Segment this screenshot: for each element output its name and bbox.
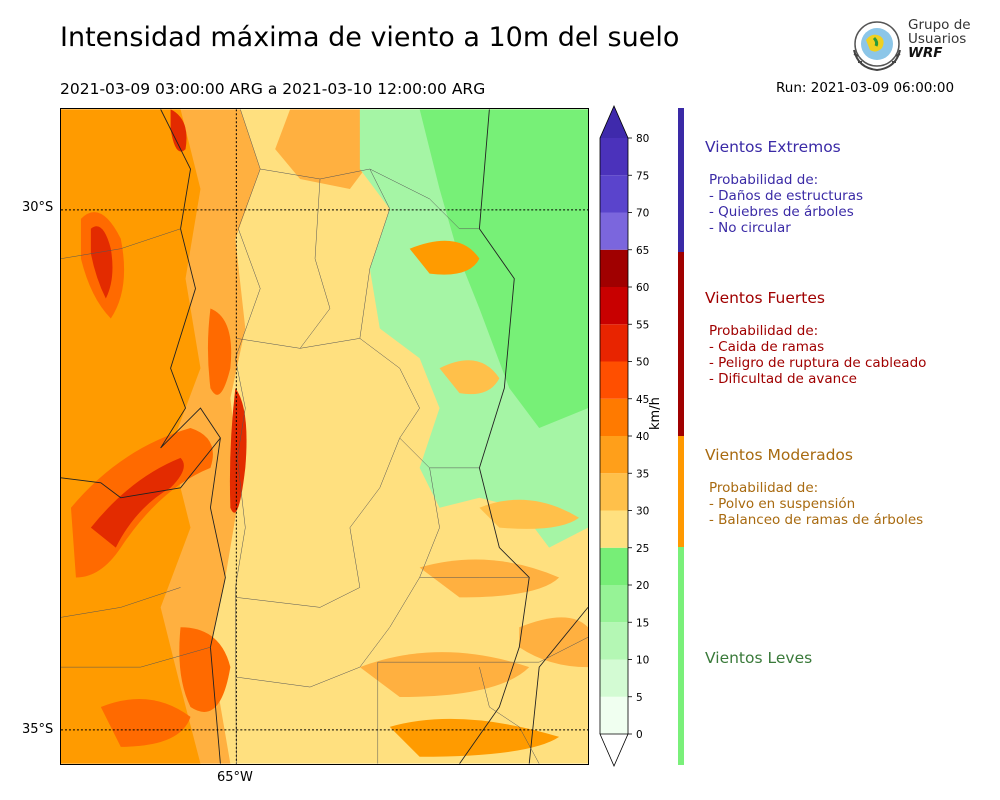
colorbar-tick-label: 35 — [636, 468, 649, 480]
field-red-streak-5 — [179, 627, 231, 712]
legend-title-extremos: Vientos Extremos — [705, 138, 841, 156]
colorbar-bin — [600, 659, 628, 697]
legend-line: Probabilidad de: — [709, 323, 819, 339]
field-red-streak-6 — [100, 699, 191, 747]
colorbar-bin — [600, 398, 628, 436]
logo-text-line2: Usuarios — [908, 31, 967, 47]
colorbar-unit: km/h — [648, 397, 663, 430]
colorbar-bins — [599, 105, 629, 767]
field-red-streak-2 — [90, 457, 184, 548]
field-orange-patch-east — [439, 360, 500, 395]
field-red-streak-7 — [207, 308, 232, 395]
colorbar-tick-label: 20 — [636, 580, 649, 592]
colorbar-tick-label: 0 — [636, 729, 643, 741]
legend-line: - Caida de ramas — [709, 339, 825, 355]
legend-line: - Peligro de ruptura de cableado — [709, 355, 927, 371]
colorbar-tick-label: 80 — [636, 133, 649, 145]
colorbar-bin — [600, 696, 628, 734]
colorbar-bin — [600, 175, 628, 213]
colorbar-bin — [600, 585, 628, 623]
legend-body-fuertes: Probabilidad de: - Caida de ramas - Peli… — [709, 323, 926, 387]
grupo-usuarios-wrf-logo: Grupo de Usuarios WRF — [848, 16, 972, 76]
logo-text-line1: Grupo de — [908, 17, 971, 33]
colorbar-outline — [599, 105, 629, 734]
field-orange-streak-se3 — [389, 718, 560, 757]
forecast-period: 2021-03-09 03:00:00 ARG a 2021-03-10 12:… — [60, 80, 486, 98]
colorbar-tick-label: 50 — [636, 357, 649, 369]
colorbar-bin — [600, 212, 628, 250]
wind-speed-map — [60, 108, 589, 765]
colorbar-bin — [600, 287, 628, 325]
colorbar-extend-max — [600, 106, 628, 138]
legend-line: - Balanceo de ramas de árboles — [709, 512, 924, 528]
field-orange-streak-se1 — [419, 559, 560, 598]
map-title: Intensidad máxima de viento a 10m del su… — [60, 22, 680, 53]
legend-line: - Polvo en suspensión — [709, 496, 856, 512]
globe-logo-icon — [853, 21, 901, 72]
colorbar-tick-label: 30 — [636, 506, 649, 518]
colorbar-bin — [600, 473, 628, 511]
lon-label-65w: 65°W — [217, 770, 253, 785]
legend-line: Probabilidad de: — [709, 172, 819, 188]
colorbar-tick-label: 10 — [636, 655, 649, 667]
colorbar-tick-label: 55 — [636, 319, 649, 331]
colorbar-tick-label: 5 — [636, 692, 643, 704]
field-red-streak-9 — [170, 109, 187, 152]
field-orange-streak-se5 — [479, 499, 580, 529]
field-orange-streak-se4 — [519, 617, 588, 668]
legend-body-extremos: Probabilidad de: - Daños de estructuras … — [709, 172, 863, 236]
colorbar-bin — [600, 547, 628, 585]
colorbar-bin — [600, 361, 628, 399]
field-orange-patch-ne — [409, 240, 480, 275]
colorbar-bin — [600, 138, 628, 176]
lat-label-35s: 35°S — [22, 722, 54, 737]
colorbar-tick-label: 65 — [636, 245, 649, 257]
colorbar: 0 5 10 15 20 25 30 35 40 45 50 55 60 65 70 75 80 — [599, 105, 649, 767]
legend-line: - No circular — [709, 220, 791, 236]
graticule — [61, 109, 588, 764]
province-borders — [61, 109, 588, 764]
colorbar-bin — [600, 249, 628, 287]
colorbar-tick-label: 60 — [636, 282, 649, 294]
colorbar-tick-label: 70 — [636, 208, 649, 220]
colorbar-tick-label: 40 — [636, 431, 649, 443]
colorbar-ticks: 0 5 10 15 20 25 30 35 40 45 50 55 60 65 70 75 80 — [628, 133, 649, 741]
logo-text-line3: WRF — [908, 45, 943, 61]
legend-line: Probabilidad de: — [709, 480, 819, 496]
colorbar-bin — [600, 436, 628, 474]
field-red-streak-4 — [90, 226, 113, 299]
legend-bar-moderados — [678, 436, 684, 547]
legend-bar-leves — [678, 547, 684, 765]
legend-bar-extremos — [678, 108, 684, 252]
colorbar-extend-min — [599, 733, 629, 767]
field-orange-north — [275, 109, 380, 189]
legend-bar-fuertes — [678, 252, 684, 436]
field-orange-streak-se2 — [359, 652, 530, 698]
run-time: Run: 2021-03-09 06:00:00 — [776, 80, 955, 96]
legend-line: - Quiebres de árboles — [709, 204, 854, 220]
legend-line: - Daños de estructuras — [709, 188, 864, 204]
colorbar-tick-label: 15 — [636, 617, 649, 629]
field-green-east — [419, 109, 588, 429]
colorbar-tick-label: 25 — [636, 543, 649, 555]
legend-line: - Dificultad de avance — [709, 371, 857, 387]
legend-body-moderados: Probabilidad de: - Polvo en suspensión -… — [709, 480, 923, 528]
colorbar-bin — [600, 622, 628, 660]
colorbar-bin — [600, 510, 628, 548]
legend-title-fuertes: Vientos Fuertes — [705, 289, 825, 307]
legend-title-moderados: Vientos Moderados — [705, 446, 853, 464]
colorbar-bin — [600, 324, 628, 362]
colorbar-tick-label: 45 — [636, 394, 649, 406]
legend-title-leves: Vientos Leves — [705, 649, 813, 667]
colorbar-tick-label: 75 — [636, 170, 649, 182]
field-red-streak-8 — [229, 388, 247, 513]
lat-label-30s: 30°S — [22, 200, 54, 215]
